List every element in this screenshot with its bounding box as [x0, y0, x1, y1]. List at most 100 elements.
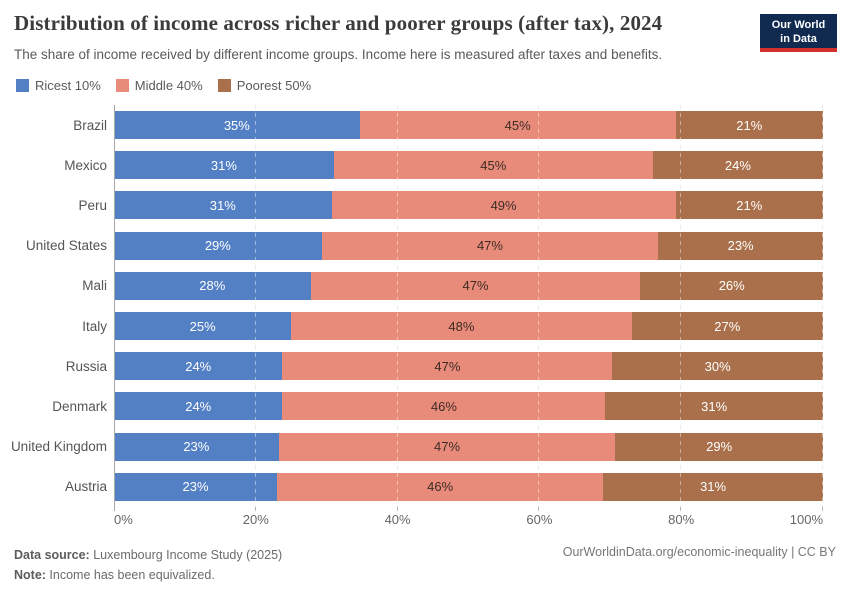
- bar-track: 24% 46% 31%: [114, 392, 823, 421]
- bar-segment-richest10: 31%: [114, 151, 334, 180]
- note-text: Income has been equivalized.: [45, 568, 215, 582]
- bar-value-label: 23%: [183, 439, 210, 455]
- legend-item: Middle 40%: [115, 78, 203, 93]
- bar-value-label: 27%: [714, 318, 741, 334]
- bar-segment-poorest50: 27%: [631, 312, 823, 341]
- bar-segment-middle40: 47%: [321, 231, 659, 260]
- bar-segment-richest10: 28%: [114, 271, 311, 300]
- bar-track: 31% 49% 21%: [114, 191, 823, 220]
- bar-value-label: 25%: [189, 318, 216, 334]
- chart-row: Italy 25% 48% 27%: [0, 306, 823, 346]
- bar-track: 25% 48% 27%: [114, 312, 823, 341]
- bar-value-label: 21%: [736, 117, 763, 133]
- bar-segment-middle40: 47%: [278, 432, 616, 461]
- bar-value-label: 47%: [434, 358, 461, 374]
- bar-value-label: 49%: [490, 197, 517, 213]
- chart-row: United States 29% 47% 23%: [0, 226, 823, 266]
- bar-value-label: 21%: [736, 197, 763, 213]
- axis-tick-mark: [396, 507, 398, 511]
- bar-segment-middle40: 47%: [282, 352, 613, 381]
- bar-rows: Brazil 35% 45% 21% Mexico 31% 45% 24% Peru 31% 49%…: [0, 105, 823, 507]
- bar-value-label: 24%: [724, 157, 751, 173]
- chart-row: Mali 28% 47% 26%: [0, 266, 823, 306]
- legend-swatch-icon: [115, 79, 129, 92]
- bar-segment-poorest50: 24%: [652, 151, 823, 180]
- bar-segment-richest10: 24%: [114, 352, 283, 381]
- bar-value-label: 47%: [433, 439, 461, 455]
- bar-segment-richest10: 35%: [114, 111, 360, 140]
- axis-tick-marks: [114, 507, 823, 511]
- legend: Ricest 10% Middle 40% Poorest 50%: [16, 78, 836, 93]
- legend-item: Poorest 50%: [217, 78, 312, 93]
- bar-value-label: 31%: [209, 197, 236, 213]
- bar-value-label: 30%: [704, 358, 731, 374]
- bar-track: 29% 47% 23%: [114, 231, 823, 260]
- bar-track: 23% 47% 29%: [114, 432, 823, 461]
- bar-value-label: 23%: [182, 479, 209, 495]
- bar-value-label: 45%: [480, 157, 507, 173]
- country-label: United States: [25, 238, 107, 254]
- bar-segment-middle40: 47%: [310, 271, 641, 300]
- bar-track: 24% 47% 30%: [114, 352, 823, 381]
- bar-value-label: 46%: [430, 398, 457, 414]
- bar-track: 28% 47% 26%: [114, 271, 823, 300]
- owid-logo-line2: in Data: [780, 33, 817, 46]
- x-axis-tick-labels: 0% 20% 40% 60% 80% 100%: [114, 512, 823, 528]
- axis-tick-label: 80%: [668, 512, 695, 527]
- bar-segment-poorest50: 21%: [675, 191, 823, 220]
- plot-area: Brazil 35% 45% 21% Mexico 31% 45% 24% Peru 31% 49%…: [0, 105, 823, 507]
- bar-segment-poorest50: 23%: [658, 231, 823, 260]
- bar-track: 35% 45% 21%: [114, 111, 823, 140]
- y-axis-line: [114, 105, 115, 511]
- bar-segment-poorest50: 26%: [640, 271, 823, 300]
- chart-row: Peru 31% 49% 21%: [0, 185, 823, 225]
- bar-value-label: 28%: [199, 278, 226, 294]
- bar-track: 31% 45% 24%: [114, 151, 823, 180]
- bar-segment-richest10: 31%: [114, 191, 332, 220]
- bar-segment-poorest50: 31%: [605, 392, 823, 421]
- country-label: Austria: [64, 479, 107, 495]
- country-label: Italy: [82, 318, 107, 334]
- page-title: Distribution of income across richer and…: [14, 11, 663, 35]
- legend-label: Middle 40%: [134, 78, 203, 93]
- legend-label: Ricest 10%: [35, 78, 101, 93]
- bar-value-label: 24%: [185, 358, 212, 374]
- axis-tick-label: 20%: [242, 512, 269, 527]
- note-line: Note: Income has been equivalized.: [14, 565, 282, 585]
- owid-logo-line1: Our World: [771, 19, 826, 31]
- bar-segment-poorest50: 30%: [612, 352, 823, 381]
- bar-value-label: 31%: [210, 157, 237, 173]
- bar-value-label: 46%: [427, 479, 454, 495]
- bar-segment-middle40: 49%: [331, 191, 676, 220]
- country-label: Brazil: [73, 117, 107, 133]
- bar-value-label: 48%: [448, 318, 475, 334]
- bar-segment-middle40: 45%: [359, 111, 676, 140]
- country-label: United Kingdom: [10, 439, 107, 455]
- axis-tick-label: 40%: [384, 512, 411, 527]
- bar-value-label: 24%: [185, 398, 212, 414]
- bar-segment-richest10: 24%: [114, 392, 283, 421]
- chart-row: United Kingdom 23% 47% 29%: [0, 427, 823, 467]
- legend-label: Poorest 50%: [236, 78, 312, 93]
- legend-swatch-icon: [16, 79, 29, 92]
- axis-tick-label: 60%: [526, 512, 553, 527]
- bar-value-label: 29%: [706, 439, 733, 455]
- bar-value-label: 35%: [223, 117, 250, 133]
- axis-tick-mark: [254, 507, 256, 511]
- bar-value-label: 23%: [727, 238, 754, 254]
- legend-swatch-icon: [217, 79, 231, 92]
- note-label: Note:: [14, 568, 46, 582]
- chart-subtitle: The share of income received by differen…: [14, 47, 663, 62]
- country-label: Mali: [82, 278, 107, 294]
- bar-segment-middle40: 46%: [282, 392, 606, 421]
- axis-tick-label: 0%: [114, 512, 133, 527]
- bar-value-label: 45%: [504, 117, 531, 133]
- footer-source-note: Data source: Luxembourg Income Study (20…: [14, 545, 282, 585]
- data-source-text: Luxembourg Income Study (2025): [89, 548, 283, 562]
- bar-track: 23% 46% 31%: [114, 472, 823, 501]
- bar-segment-poorest50: 31%: [603, 472, 823, 501]
- bar-segment-richest10: 25%: [114, 312, 292, 341]
- legend-item: Ricest 10%: [16, 78, 101, 93]
- bar-segment-poorest50: 29%: [615, 432, 823, 461]
